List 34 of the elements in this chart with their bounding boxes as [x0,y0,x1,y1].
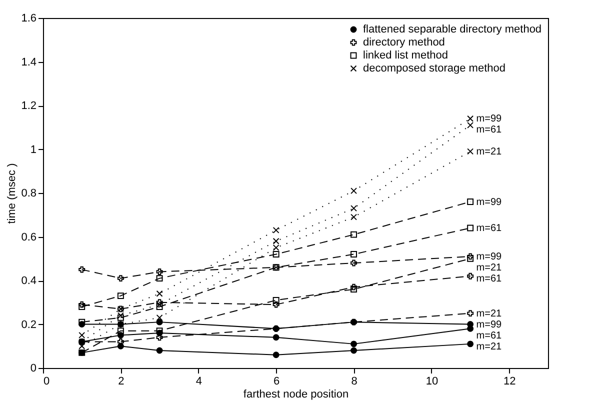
annotation: m=61 [476,124,502,136]
y-tick-label: 0 [30,362,36,374]
y-tick-label: 1.4 [21,56,36,68]
annotation: m=99 [476,251,502,262]
y-tick-label: 0.8 [21,188,36,200]
annotation: m=61 [476,273,502,284]
x-tick-label: 0 [44,376,50,388]
annotation: m=61 [476,223,502,234]
annotation: m=21 [476,262,502,274]
annotation: m=99 [476,196,502,208]
x-tick-label: 6 [274,376,280,388]
annotation: m=99 [476,319,502,330]
annotation: m=99 [476,114,502,125]
legend-label: flattened separable directory method [363,24,542,36]
x-tick-label: 8 [351,376,358,388]
annotation: m=21 [476,146,502,158]
x-tick-label: 4 [196,376,202,388]
y-tick-label: 1 [30,144,36,156]
y-tick-label: 0.2 [21,318,36,331]
y-tick-label: 1.6 [21,12,36,24]
legend-label: directory method [363,36,445,48]
y-tick-label: 0.4 [21,275,36,287]
annotation: m=21 [476,308,502,320]
x-tick-label: 2 [118,376,124,388]
x-tick-label: 10 [426,376,438,388]
legend-label: decomposed storage method [363,62,506,74]
annotation: m=21 [476,341,502,352]
legend-label: linked list method [363,50,448,62]
y-axis-title: time (msec ) [6,163,18,224]
x-axis-title: farthest node position [243,388,349,400]
x-tick-label: 12 [504,376,516,388]
annotation: m=61 [476,330,502,342]
y-tick-label: 0.6 [21,231,36,244]
y-tick-label: 1.2 [21,100,36,112]
